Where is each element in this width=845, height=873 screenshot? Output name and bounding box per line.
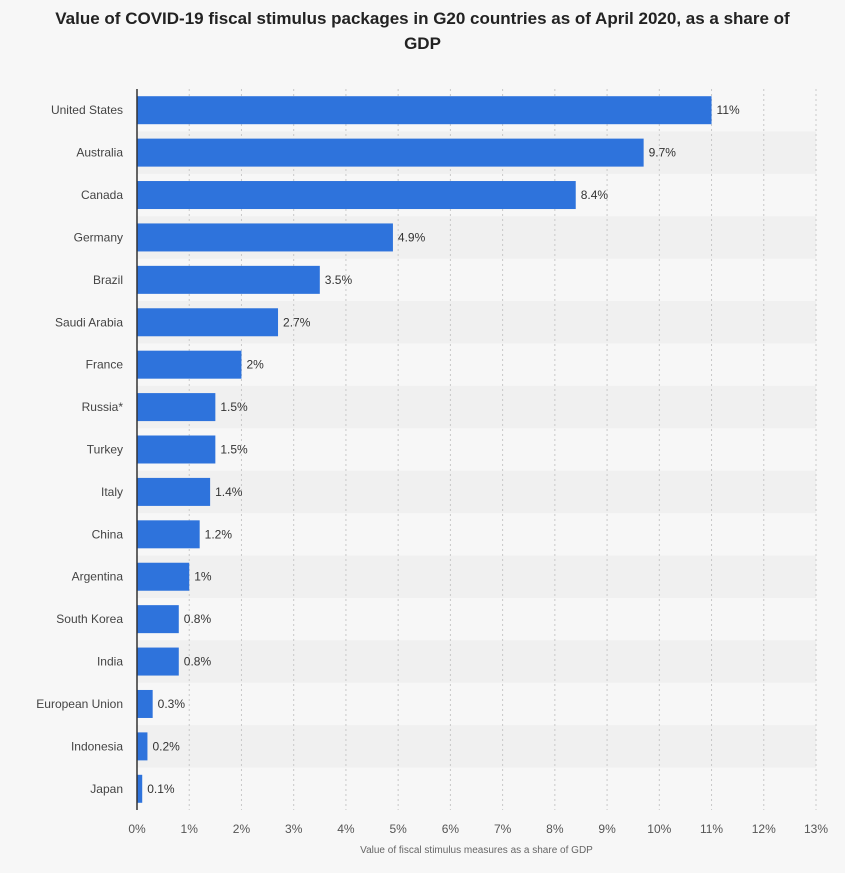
bars	[137, 96, 712, 803]
x-tick-label: 1%	[181, 822, 199, 836]
data-label: 3.5%	[325, 273, 353, 287]
bar	[137, 308, 279, 337]
category-labels: United States Australia Canada Germany Brazi…	[36, 103, 123, 796]
data-label: 0.8%	[184, 655, 212, 669]
chart-title: Value of COVID-19 fiscal stimulus packag…	[55, 9, 790, 53]
category-label: Argentina	[72, 570, 124, 584]
row-band	[137, 385, 816, 429]
x-tick-label: 9%	[598, 822, 616, 836]
category-label: Japan	[90, 782, 123, 796]
x-tick-label: 6%	[442, 822, 460, 836]
category-label: Australia	[76, 146, 123, 160]
bar	[137, 732, 148, 761]
bar	[137, 96, 712, 125]
data-label: 9.7%	[649, 146, 677, 160]
category-label: Indonesia	[71, 739, 123, 753]
category-label: European Union	[36, 697, 123, 711]
category-label: Saudi Arabia	[55, 315, 123, 329]
data-label: 0.1%	[147, 782, 175, 796]
bar	[137, 350, 242, 379]
category-label: Turkey	[87, 443, 123, 457]
category-label: Brazil	[93, 273, 123, 287]
category-label: United States	[51, 103, 123, 117]
x-tick-label: 12%	[752, 822, 776, 836]
data-label: 1%	[194, 570, 212, 584]
category-label: Italy	[101, 485, 123, 499]
data-label: 2%	[246, 358, 264, 372]
bar	[137, 520, 200, 549]
data-label: 1.2%	[205, 527, 233, 541]
data-label: 11%	[717, 103, 740, 117]
row-band	[137, 725, 816, 768]
data-label: 1.5%	[220, 400, 248, 414]
category-label: China	[92, 527, 124, 541]
data-label: 4.9%	[398, 230, 426, 244]
bar	[137, 435, 216, 464]
x-axis-label: Value of fiscal stimulus measures as a s…	[360, 845, 593, 856]
x-tick-label: 2%	[233, 822, 251, 836]
x-tick-label: 10%	[647, 822, 671, 836]
bar	[137, 774, 143, 803]
row-band	[137, 640, 816, 683]
category-label: India	[97, 655, 123, 669]
category-label: France	[86, 358, 124, 372]
row-band	[137, 555, 816, 598]
x-tick-label: 8%	[546, 822, 564, 836]
bar	[137, 138, 644, 167]
bar	[137, 223, 393, 252]
x-tick-label: 0%	[128, 822, 146, 836]
row-band	[137, 470, 816, 514]
row-bands	[137, 131, 816, 768]
data-label: 1.4%	[215, 485, 243, 499]
bar	[137, 647, 179, 676]
category-label: Russia*	[82, 400, 124, 414]
x-tick-label: 3%	[285, 822, 303, 836]
x-tick-label: 7%	[494, 822, 512, 836]
data-label: 0.2%	[152, 739, 180, 753]
x-tick-label: 13%	[804, 822, 828, 836]
data-label: 8.4%	[581, 188, 609, 202]
x-tick-label: 4%	[337, 822, 355, 836]
category-label: Canada	[81, 188, 123, 202]
data-labels: 11% 9.7% 8.4% 4.9% 3.5% 2.7% 2% 1.5% 1.5% 1.4% 1.2…	[147, 103, 740, 796]
x-tick-label: 11%	[700, 822, 723, 836]
bar	[137, 265, 320, 294]
gridlines	[188, 89, 817, 810]
x-axis-ticks: 0% 1% 2% 3% 4% 5% 6% 7% 8% 9% 10% 11% 12% 13%	[128, 822, 828, 836]
category-label: South Korea	[56, 612, 123, 626]
bar	[137, 477, 211, 506]
bar	[137, 605, 179, 634]
data-label: 0.8%	[184, 612, 212, 626]
category-label: Germany	[74, 230, 123, 244]
data-label: 2.7%	[283, 315, 311, 329]
bar	[137, 181, 576, 210]
bar	[137, 393, 216, 422]
bar	[137, 562, 190, 591]
data-label: 1.5%	[220, 443, 248, 457]
bar	[137, 689, 153, 718]
data-label: 0.3%	[158, 697, 186, 711]
x-tick-label: 5%	[389, 822, 407, 836]
